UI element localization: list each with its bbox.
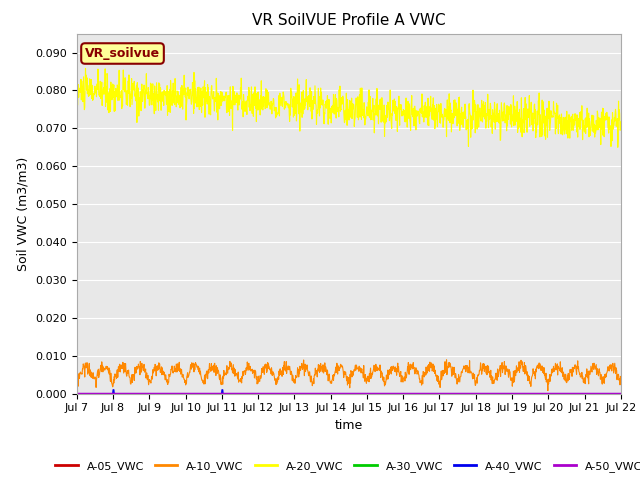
A-40_VWC — [255, 391, 263, 396]
A-30_VWC — [73, 391, 81, 396]
A-50_VWC — [255, 391, 262, 396]
A-10_VWC — [505, 374, 513, 380]
A-40_VWC — [181, 391, 189, 396]
A-10_VWC — [443, 357, 451, 363]
A-50_VWC — [433, 391, 441, 396]
A-40_VWC — [434, 391, 442, 396]
A-20_VWC — [434, 124, 442, 130]
A-20_VWC — [73, 75, 81, 81]
A-10_VWC — [433, 378, 441, 384]
Line: A-40_VWC: A-40_VWC — [77, 390, 621, 394]
A-05_VWC — [504, 391, 512, 396]
A-20_VWC — [82, 65, 90, 71]
A-30_VWC — [552, 391, 560, 396]
A-05_VWC — [194, 391, 202, 396]
A-10_VWC — [180, 376, 188, 382]
A-10_VWC — [73, 377, 81, 383]
A-05_VWC — [552, 391, 560, 396]
A-10_VWC — [194, 363, 202, 369]
A-20_VWC — [181, 86, 189, 92]
A-20_VWC — [195, 92, 202, 97]
A-40_VWC — [195, 391, 202, 396]
A-30_VWC — [617, 391, 625, 396]
A-05_VWC — [433, 391, 441, 396]
A-10_VWC — [544, 388, 552, 394]
A-20_VWC — [553, 100, 561, 106]
A-20_VWC — [617, 119, 625, 125]
A-40_VWC — [73, 391, 81, 396]
A-05_VWC — [617, 391, 625, 396]
A-30_VWC — [504, 391, 512, 396]
X-axis label: time: time — [335, 419, 363, 432]
A-40_VWC — [109, 387, 117, 393]
A-30_VWC — [433, 391, 441, 396]
A-20_VWC — [505, 117, 513, 122]
A-50_VWC — [194, 391, 202, 396]
A-30_VWC — [255, 391, 262, 396]
Text: VR_soilvue: VR_soilvue — [85, 47, 160, 60]
Line: A-10_VWC: A-10_VWC — [77, 360, 621, 391]
A-50_VWC — [504, 391, 512, 396]
A-05_VWC — [255, 391, 262, 396]
A-10_VWC — [617, 377, 625, 383]
Legend: A-05_VWC, A-10_VWC, A-20_VWC, A-30_VWC, A-40_VWC, A-50_VWC: A-05_VWC, A-10_VWC, A-20_VWC, A-30_VWC, … — [51, 457, 640, 477]
A-10_VWC — [255, 375, 262, 381]
A-05_VWC — [180, 391, 188, 396]
A-10_VWC — [553, 363, 561, 369]
A-50_VWC — [180, 391, 188, 396]
A-50_VWC — [617, 391, 625, 396]
A-40_VWC — [617, 391, 625, 396]
A-30_VWC — [194, 391, 202, 396]
A-20_VWC — [255, 103, 263, 109]
Y-axis label: Soil VWC (m3/m3): Soil VWC (m3/m3) — [17, 156, 30, 271]
Line: A-20_VWC: A-20_VWC — [77, 68, 621, 147]
A-50_VWC — [552, 391, 560, 396]
A-50_VWC — [73, 391, 81, 396]
Title: VR SoilVUE Profile A VWC: VR SoilVUE Profile A VWC — [252, 13, 445, 28]
A-05_VWC — [73, 391, 81, 396]
A-20_VWC — [614, 144, 621, 150]
A-40_VWC — [505, 391, 513, 396]
A-40_VWC — [553, 391, 561, 396]
A-30_VWC — [180, 391, 188, 396]
